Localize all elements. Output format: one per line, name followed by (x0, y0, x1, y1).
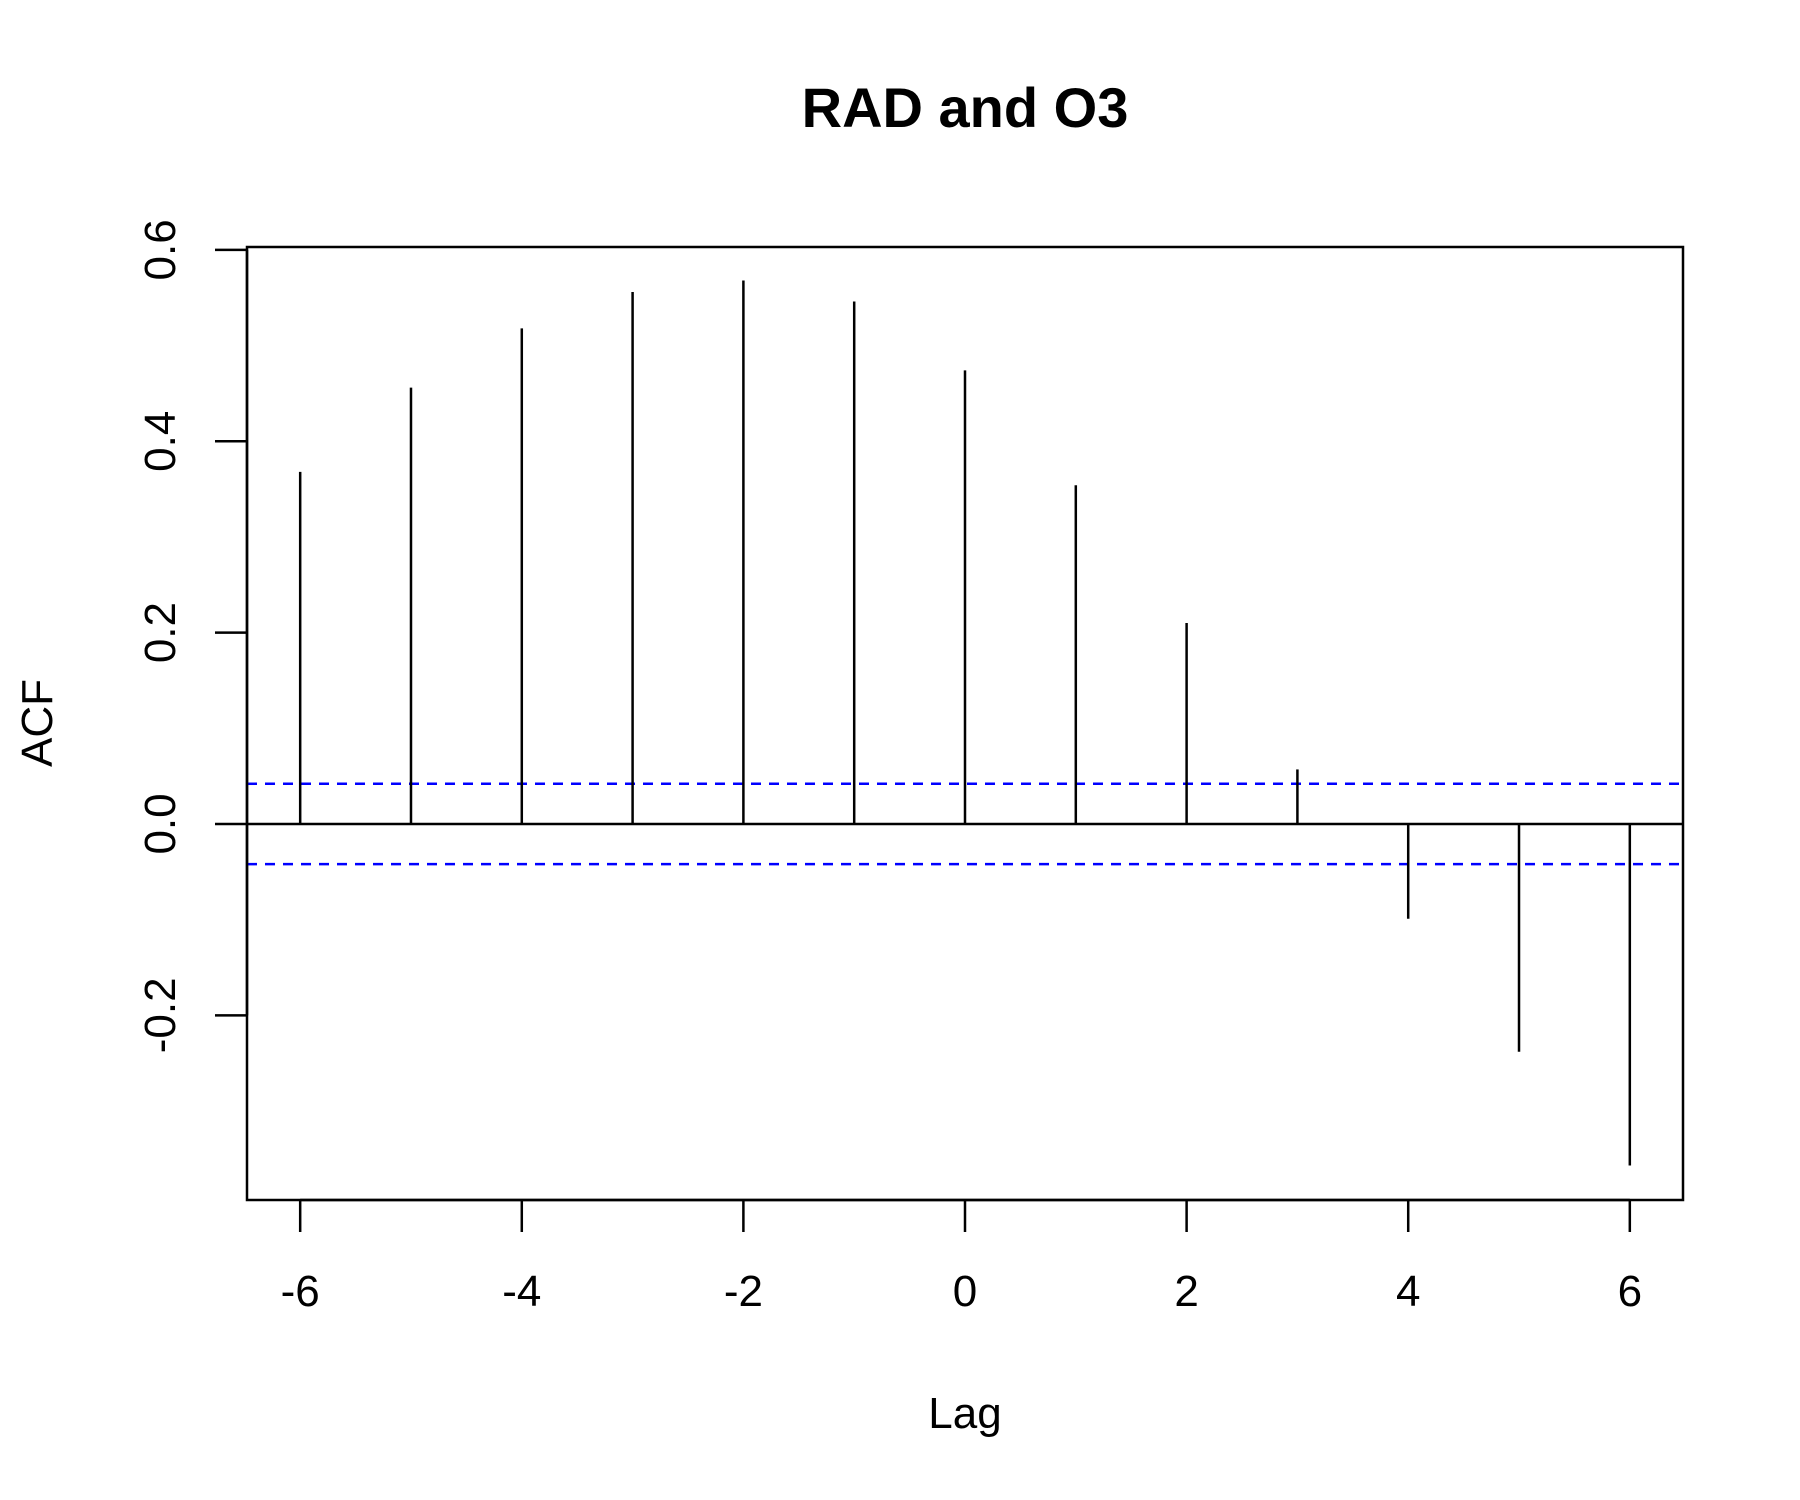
acf-bars (298, 280, 1632, 1166)
y-axis-label: ACF (13, 679, 62, 767)
chart-title: RAD and O3 (802, 76, 1129, 139)
x-tick-label: -4 (502, 1267, 541, 1316)
confidence-band-layer (247, 782, 1683, 866)
y-tick-label: -0.2 (136, 977, 185, 1053)
x-tick-label: -2 (724, 1267, 763, 1316)
x-axis: -6 -4 -2 0 2 4 6 (281, 1198, 1642, 1316)
y-axis: -0.2 0.0 0.2 0.4 0.6 (136, 219, 249, 1053)
x-tick-label: 4 (1396, 1267, 1420, 1316)
x-tick-label: 2 (1174, 1267, 1198, 1316)
y-tick-label: 0.4 (136, 411, 185, 472)
x-tick-label: 6 (1618, 1267, 1642, 1316)
x-tick-label: 0 (953, 1267, 977, 1316)
y-tick-label: 0.2 (136, 602, 185, 663)
x-axis-label: Lag (928, 1389, 1001, 1438)
y-tick-label: 0.0 (136, 793, 185, 854)
x-tick-label: -6 (281, 1267, 320, 1316)
y-tick-label: 0.6 (136, 219, 185, 280)
